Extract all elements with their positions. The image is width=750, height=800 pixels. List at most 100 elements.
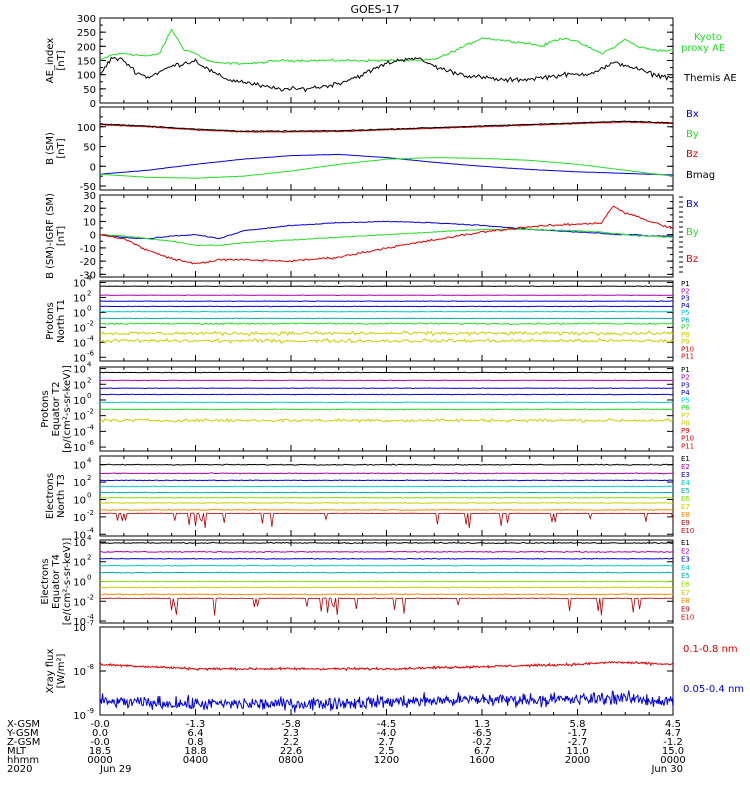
series-line-E2 [99,472,674,475]
legend-label: E6 [681,495,690,503]
legend-label: Kyoto [694,32,722,43]
y-tick-label: 10 [73,380,86,391]
series-line-0.05-0.4 nm [99,690,674,713]
ephemeris-value: Jun 30 [650,764,683,775]
legend-label: E5 [681,487,690,495]
ephemeris-value: -4.0 [377,728,397,739]
y-tick-label: 10 [73,353,86,364]
y-tick-exponent: 0 [87,574,91,582]
y-tick-label: 100 [77,123,96,134]
ephemeris-value: -4.5 [377,719,397,730]
ephemeris-value: 2.2 [283,737,299,748]
ephemeris-value: 5.8 [570,719,586,730]
series-line-0.1-0.8 nm [99,660,674,672]
y-tick-label: 50 [83,85,96,96]
y-tick-exponent: -8 [87,663,94,671]
y-axis-label: Protons [45,302,56,339]
y-tick-exponent: 0 [87,304,91,312]
legend-label: 0.05-0.4 nm [683,684,744,695]
legend-label: E5 [681,572,690,580]
legend-label: E10 [681,527,694,535]
ephemeris-value: Jun 29 [99,764,132,775]
y-tick-label: 10 [73,495,86,506]
y-tick-label: 10 [73,513,86,524]
y-tick-exponent: -4 [87,423,95,431]
legend-label: P8 [681,331,690,339]
y-tick-label: -30 [80,270,96,281]
y-tick-label: 10 [73,578,86,589]
series-line-E3 [99,557,674,560]
y-tick-exponent: 4 [87,274,92,282]
series-line-P5 [99,310,674,313]
y-tick-label: 10 [73,461,86,472]
series-line-E6 [99,496,674,499]
y-tick-exponent: -9 [87,707,94,715]
ephemeris-value: 2000 [565,755,590,766]
legend-label: By [686,129,699,140]
y-tick-label: 10 [73,412,86,423]
ephemeris-value: -0.2 [472,737,492,748]
y-tick-label: 300 [77,14,96,25]
y-tick-label: 10 [73,443,86,454]
ephemeris-value: -0.0 [90,719,110,730]
legend-label: P5 [681,309,690,317]
y-tick-exponent: 0 [87,491,91,499]
legend-label: P1 [681,366,690,374]
y-tick-label: 0 [90,99,96,110]
legend-label: E2 [681,463,690,471]
y-tick-label: 10 [73,667,86,678]
series-line-P3 [99,387,674,390]
ephemeris-value: 4.7 [665,728,681,739]
y-axis-label: North T1 [56,299,67,343]
series-line-Bz [99,205,674,265]
y-tick-label: 30 [83,191,96,202]
ephemeris-value: 1.3 [474,719,490,730]
legend-label: E8 [681,511,690,519]
ephemeris-value: -5.8 [281,719,301,730]
ephemeris-row-label: Z-GSM [7,737,40,748]
y-tick-label: 10 [73,538,86,549]
legend-label: P2 [681,287,690,295]
y-tick-label: 150 [77,57,96,68]
legend-label: E1 [681,455,690,463]
y-tick-exponent: -2 [87,593,94,601]
y-tick-exponent: -2 [87,319,94,327]
ephemeris-value: 2.5 [379,746,395,757]
legend-label: P4 [681,302,690,310]
series-line-E4 [99,564,673,567]
ephemeris-value: 6.4 [188,728,204,739]
legend-label: proxy AE [681,43,725,54]
legend-label: E1 [681,539,690,547]
series-line-P7 [99,417,674,424]
legend-label: P3 [681,381,690,389]
legend-label: P7 [681,412,690,420]
legend-label: E9 [681,519,690,527]
y-tick-exponent: 2 [87,376,91,384]
series-line-P6 [99,408,674,411]
y-tick-exponent: -6 [87,349,95,357]
series-line-E2 [99,550,674,554]
y-tick-exponent: -7 [87,619,94,627]
legend-label: By [686,227,699,238]
ephemeris-value: -1.2 [663,737,683,748]
panel-frame [99,194,674,278]
legend-label: E3 [681,471,690,479]
y-tick-exponent: -4 [87,613,95,621]
legend-label: P7 [681,324,690,332]
series-line-E9 [99,512,674,529]
ephemeris-value: 0000 [660,755,685,766]
ephemeris-row-label: Y-GSM [6,728,39,739]
series-line-Bz [99,121,674,133]
ephemeris-value: 1200 [374,755,399,766]
y-axis-label: B (SM)-IGRF (SM) [45,193,56,279]
ephemeris-value: 2.3 [283,728,299,739]
y-tick-exponent: -2 [87,408,94,416]
y-tick-exponent: 2 [87,554,91,562]
legend-label: P1 [681,280,690,288]
y-tick-exponent: -4 [87,526,95,534]
series-line-Kyoto proxy AE [99,28,674,66]
ephemeris-row-label: X-GSM [7,719,40,730]
